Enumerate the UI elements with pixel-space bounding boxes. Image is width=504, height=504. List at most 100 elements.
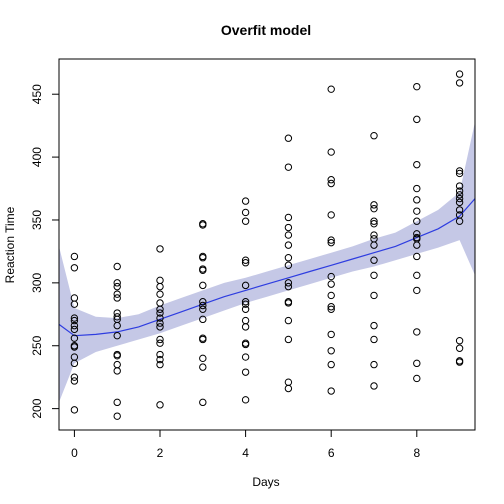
data-point bbox=[327, 176, 335, 184]
data-point bbox=[156, 339, 164, 347]
data-point bbox=[327, 238, 335, 247]
y-axis: 200 250 300 350 400 450 bbox=[30, 84, 60, 419]
data-point bbox=[70, 321, 79, 330]
data-point bbox=[413, 359, 421, 368]
data-point bbox=[156, 319, 164, 327]
data-point bbox=[370, 132, 378, 140]
data-point bbox=[113, 367, 121, 375]
data-point bbox=[113, 309, 121, 317]
data-point bbox=[413, 233, 421, 242]
data-point bbox=[70, 252, 79, 261]
data-point bbox=[156, 299, 164, 307]
data-point bbox=[284, 134, 293, 142]
data-point bbox=[156, 314, 164, 322]
data-point bbox=[455, 211, 464, 219]
data-point bbox=[156, 290, 164, 298]
data-point bbox=[70, 314, 79, 322]
data-point bbox=[113, 398, 121, 407]
data-point bbox=[113, 294, 121, 302]
data-point bbox=[284, 223, 293, 232]
data-point bbox=[370, 321, 378, 330]
data-point bbox=[241, 396, 250, 404]
data-point bbox=[241, 323, 250, 331]
data-point bbox=[327, 291, 335, 300]
data-point bbox=[199, 298, 207, 306]
data-point bbox=[327, 272, 335, 281]
data-point bbox=[327, 303, 335, 311]
data-point bbox=[156, 335, 164, 344]
data-point bbox=[455, 70, 464, 78]
y-tick-label: 250 bbox=[30, 335, 44, 355]
data-point bbox=[370, 220, 378, 228]
data-point bbox=[455, 79, 464, 87]
data-point bbox=[370, 235, 378, 243]
data-point bbox=[113, 282, 121, 291]
data-point bbox=[327, 305, 335, 313]
data-point bbox=[284, 213, 293, 222]
data-point bbox=[199, 252, 207, 261]
fit-line bbox=[58, 198, 476, 337]
data-point bbox=[199, 334, 207, 342]
confidence-band bbox=[59, 121, 475, 403]
data-point bbox=[370, 291, 378, 300]
data-point bbox=[199, 354, 207, 363]
x-tick-label: 6 bbox=[328, 446, 335, 460]
data-point bbox=[413, 252, 421, 261]
data-point bbox=[199, 301, 207, 310]
data-point bbox=[241, 217, 250, 225]
data-point bbox=[199, 281, 207, 290]
data-point bbox=[70, 264, 79, 272]
chart-title: Overfit model bbox=[221, 22, 311, 38]
data-point bbox=[455, 187, 464, 195]
data-point bbox=[113, 290, 121, 298]
x-tick-label: 4 bbox=[242, 446, 249, 460]
data-point bbox=[413, 184, 421, 193]
data-point bbox=[370, 256, 378, 264]
data-point bbox=[455, 191, 464, 199]
data-point bbox=[70, 353, 79, 361]
data-point bbox=[284, 316, 293, 325]
data-point bbox=[413, 230, 421, 238]
data-point bbox=[455, 194, 464, 203]
data-point bbox=[113, 360, 121, 369]
data-point bbox=[455, 182, 464, 190]
data-point bbox=[241, 305, 250, 313]
data-point bbox=[241, 300, 250, 308]
data-point bbox=[70, 373, 79, 381]
data-point bbox=[284, 261, 293, 269]
data-point bbox=[413, 82, 421, 91]
data-point bbox=[327, 347, 335, 355]
data-point bbox=[370, 231, 378, 239]
data-point bbox=[284, 282, 293, 291]
data-point bbox=[241, 298, 250, 306]
data-point bbox=[113, 262, 121, 271]
x-axis: 0 2 4 6 8 bbox=[71, 429, 420, 460]
data-point bbox=[327, 360, 335, 369]
y-tick-label: 400 bbox=[30, 147, 44, 167]
data-point bbox=[156, 401, 164, 409]
data-point bbox=[327, 236, 335, 244]
data-point bbox=[241, 208, 250, 217]
data-point bbox=[327, 280, 335, 288]
data-point bbox=[156, 309, 164, 317]
data-point bbox=[241, 259, 250, 267]
data-point bbox=[455, 337, 464, 345]
data-point bbox=[70, 334, 79, 342]
data-point bbox=[156, 350, 164, 359]
data-point bbox=[199, 305, 207, 313]
data-point bbox=[156, 245, 164, 253]
y-tick-label: 350 bbox=[30, 210, 44, 230]
data-point bbox=[113, 412, 121, 420]
data-point bbox=[413, 374, 421, 383]
data-point bbox=[113, 331, 121, 340]
data-point bbox=[199, 265, 207, 273]
data-point bbox=[113, 350, 121, 359]
data-point bbox=[241, 197, 250, 205]
data-point bbox=[199, 363, 207, 371]
data-point bbox=[370, 335, 378, 344]
data-point bbox=[455, 198, 464, 207]
data-point bbox=[370, 360, 378, 369]
y-axis-label: Reaction Time bbox=[3, 206, 17, 283]
data-point bbox=[70, 325, 79, 334]
